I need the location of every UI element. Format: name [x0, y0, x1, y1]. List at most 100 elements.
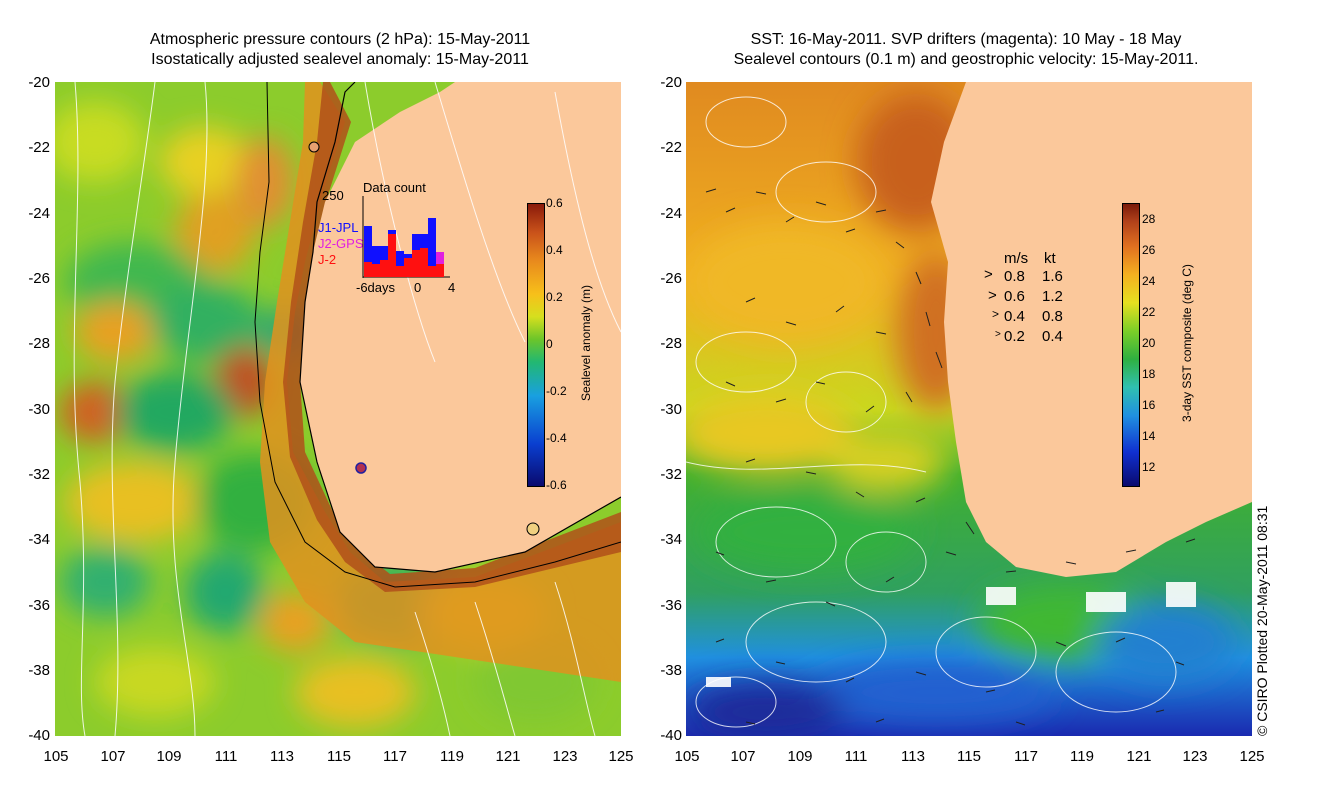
legend-kt: 1.2 — [1042, 288, 1063, 305]
y-tick: -34 — [660, 531, 682, 548]
y-tick: -24 — [660, 205, 682, 222]
copyright-credit: © CSIRO Plotted 20-May-2011 08:31 — [1254, 505, 1270, 736]
legend-arrow-icon: > — [995, 329, 1001, 340]
y-tick: -34 — [28, 531, 50, 548]
sealevel-colorbar-label: Sealevel anomaly (m) — [579, 284, 593, 402]
x-tick: 117 — [1014, 748, 1038, 765]
y-tick: -36 — [660, 597, 682, 614]
series-label-j2b: J-2 — [318, 252, 337, 267]
cbar-right-tick: 12 — [1142, 460, 1156, 474]
y-tick: -20 — [660, 74, 682, 91]
cbar-right-tick: 22 — [1142, 305, 1156, 319]
x-tick: 115 — [327, 748, 351, 765]
cloud-mask — [706, 582, 1196, 687]
y-tick: -28 — [660, 335, 682, 352]
cbar-left-tick: -0.4 — [546, 431, 567, 445]
sealevel-colorbar — [527, 203, 545, 487]
cbar-right-tick: 14 — [1142, 429, 1156, 443]
x-tick: 105 — [43, 748, 69, 765]
sealevel-anomaly-map[interactable] — [55, 82, 621, 736]
legend-kt: 1.6 — [1042, 268, 1063, 285]
x-tick: 111 — [844, 748, 868, 765]
series-label-j1: J1-JPL — [318, 220, 359, 235]
x-tick: 105 — [674, 748, 700, 765]
y-tick: -32 — [660, 466, 682, 483]
series-label-j2: J2-GPS — [318, 236, 364, 251]
left-map-title: Atmospheric pressure contours (2 hPa): 1… — [60, 30, 620, 70]
inset-xtick-mid: 0 — [414, 280, 422, 295]
x-tick: 115 — [957, 748, 981, 765]
x-tick: 113 — [901, 748, 925, 765]
legend-arrow-icon: > — [988, 287, 997, 304]
x-tick: 121 — [495, 748, 521, 765]
y-tick: -38 — [660, 662, 682, 679]
x-tick: 109 — [156, 748, 182, 765]
sealevel-contours — [686, 96, 1177, 728]
cbar-right-tick: 18 — [1142, 367, 1156, 381]
cbar-left-tick: 0.6 — [546, 196, 563, 210]
legend-ms: 0.4 — [1004, 308, 1025, 325]
sst-map[interactable] — [686, 82, 1252, 736]
y-tick: -30 — [28, 401, 50, 418]
x-tick: 123 — [552, 748, 578, 765]
cbar-right-tick: 26 — [1142, 243, 1156, 257]
y-tick: -24 — [28, 205, 50, 222]
cbar-left-tick: -0.6 — [546, 478, 567, 492]
x-tick: 125 — [1239, 748, 1265, 765]
y-tick: -38 — [28, 662, 50, 679]
inset-xtick-left: -6days — [356, 280, 396, 295]
legend-kt: 0.8 — [1042, 308, 1063, 325]
x-tick: 119 — [1070, 748, 1094, 765]
legend-header-ms: m/s — [1004, 250, 1029, 267]
inset-xtick-right: 4 — [448, 280, 456, 295]
sst-colorbar-label: 3-day SST composite (deg C) — [1180, 264, 1194, 422]
y-tick: -32 — [28, 466, 50, 483]
velocity-vectors — [705, 188, 1196, 726]
legend-ms: 0.8 — [1004, 268, 1025, 285]
histogram-bars — [364, 218, 444, 277]
x-tick: 111 — [214, 748, 238, 765]
y-tick: -20 — [28, 74, 50, 91]
sst-field — [686, 92, 1236, 736]
left-title-line1: Atmospheric pressure contours (2 hPa): 1… — [149, 31, 531, 48]
y-tick: -30 — [660, 401, 682, 418]
cbar-left-tick: 0.2 — [546, 290, 563, 304]
sst-canvas — [686, 82, 1252, 736]
y-tick: -40 — [28, 727, 50, 744]
y-tick: -22 — [28, 139, 50, 156]
legend-arrow-icon: > — [984, 266, 993, 283]
x-tick: 109 — [787, 748, 813, 765]
pressure-contours — [73, 82, 621, 736]
inset-ymax: 250 — [322, 188, 344, 203]
left-title-line2: Isostatically adjusted sealevel anomaly:… — [151, 51, 529, 68]
cbar-right-tick: 16 — [1142, 398, 1156, 412]
right-title-line1: SST: 16-May-2011. SVP drifters (magenta)… — [750, 31, 1182, 48]
cbar-left-tick: -0.2 — [546, 384, 567, 398]
right-title-line2: Sealevel contours (0.1 m) and geostrophi… — [733, 51, 1199, 68]
y-tick: -36 — [28, 597, 50, 614]
cbar-left-tick: 0.4 — [546, 243, 563, 257]
y-tick: -26 — [660, 270, 682, 287]
legend-arrow-icon: > — [992, 307, 1000, 321]
cbar-right-tick: 24 — [1142, 274, 1156, 288]
legend-ms: 0.2 — [1004, 328, 1025, 345]
x-tick: 121 — [1126, 748, 1152, 765]
x-tick: 107 — [100, 748, 126, 765]
cbar-right-tick: 28 — [1142, 212, 1156, 226]
x-tick: 125 — [608, 748, 634, 765]
x-tick: 107 — [730, 748, 756, 765]
sealevel-anomaly-canvas — [55, 82, 621, 736]
data-count-inset: Data count 250 J1-JPL J2-GPS J-2 -6days … — [318, 178, 458, 298]
y-tick: -22 — [660, 139, 682, 156]
y-tick: -26 — [28, 270, 50, 287]
y-tick: -40 — [660, 727, 682, 744]
x-tick: 119 — [440, 748, 464, 765]
inset-title: Data count — [363, 180, 426, 195]
inset-histogram — [362, 196, 450, 278]
x-tick: 123 — [1182, 748, 1208, 765]
legend-header-kt: kt — [1044, 250, 1056, 267]
cbar-left-tick: 0 — [546, 337, 553, 351]
sst-colorbar — [1122, 203, 1140, 487]
cbar-right-tick: 20 — [1142, 336, 1156, 350]
right-map-title: SST: 16-May-2011. SVP drifters (magenta)… — [686, 30, 1246, 70]
